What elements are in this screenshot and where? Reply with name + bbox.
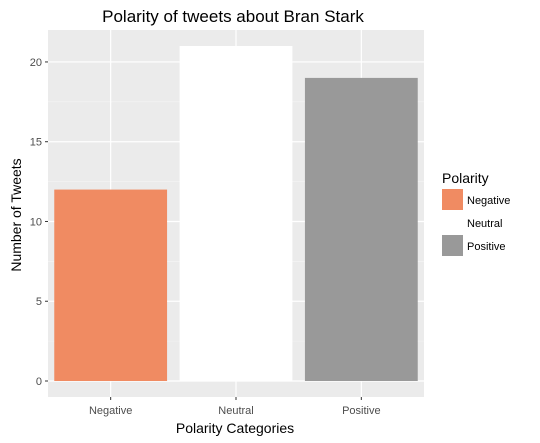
x-axis: Negative Neutral Positive	[89, 397, 381, 417]
y-axis-title: Number of Tweets	[8, 158, 24, 271]
legend-title: Polarity	[442, 170, 489, 186]
y-axis: 0 5 10 15 20	[30, 57, 48, 388]
x-tick-label: Neutral	[218, 405, 253, 417]
x-axis-title: Polarity Categories	[176, 420, 294, 436]
y-tick-label: 20	[30, 57, 42, 69]
legend: Polarity Negative Neutral Positive	[442, 170, 510, 256]
bar-neutral	[179, 46, 293, 381]
legend-label: Neutral	[467, 218, 502, 230]
legend-key-positive	[442, 235, 463, 256]
bar-positive	[304, 77, 418, 382]
y-tick-label: 10	[30, 216, 42, 228]
bar-negative	[54, 189, 168, 381]
x-tick-label: Negative	[89, 405, 132, 417]
x-tick-label: Positive	[342, 405, 381, 417]
legend-label: Negative	[467, 195, 510, 207]
y-tick-label: 0	[36, 376, 42, 388]
legend-label: Positive	[467, 241, 506, 253]
y-tick-label: 15	[30, 137, 42, 149]
chart-title: Polarity of tweets about Bran Stark	[102, 7, 364, 26]
bars	[54, 46, 418, 382]
legend-key-neutral	[442, 212, 463, 233]
legend-key-negative	[442, 189, 463, 210]
y-tick-label: 5	[36, 296, 42, 308]
